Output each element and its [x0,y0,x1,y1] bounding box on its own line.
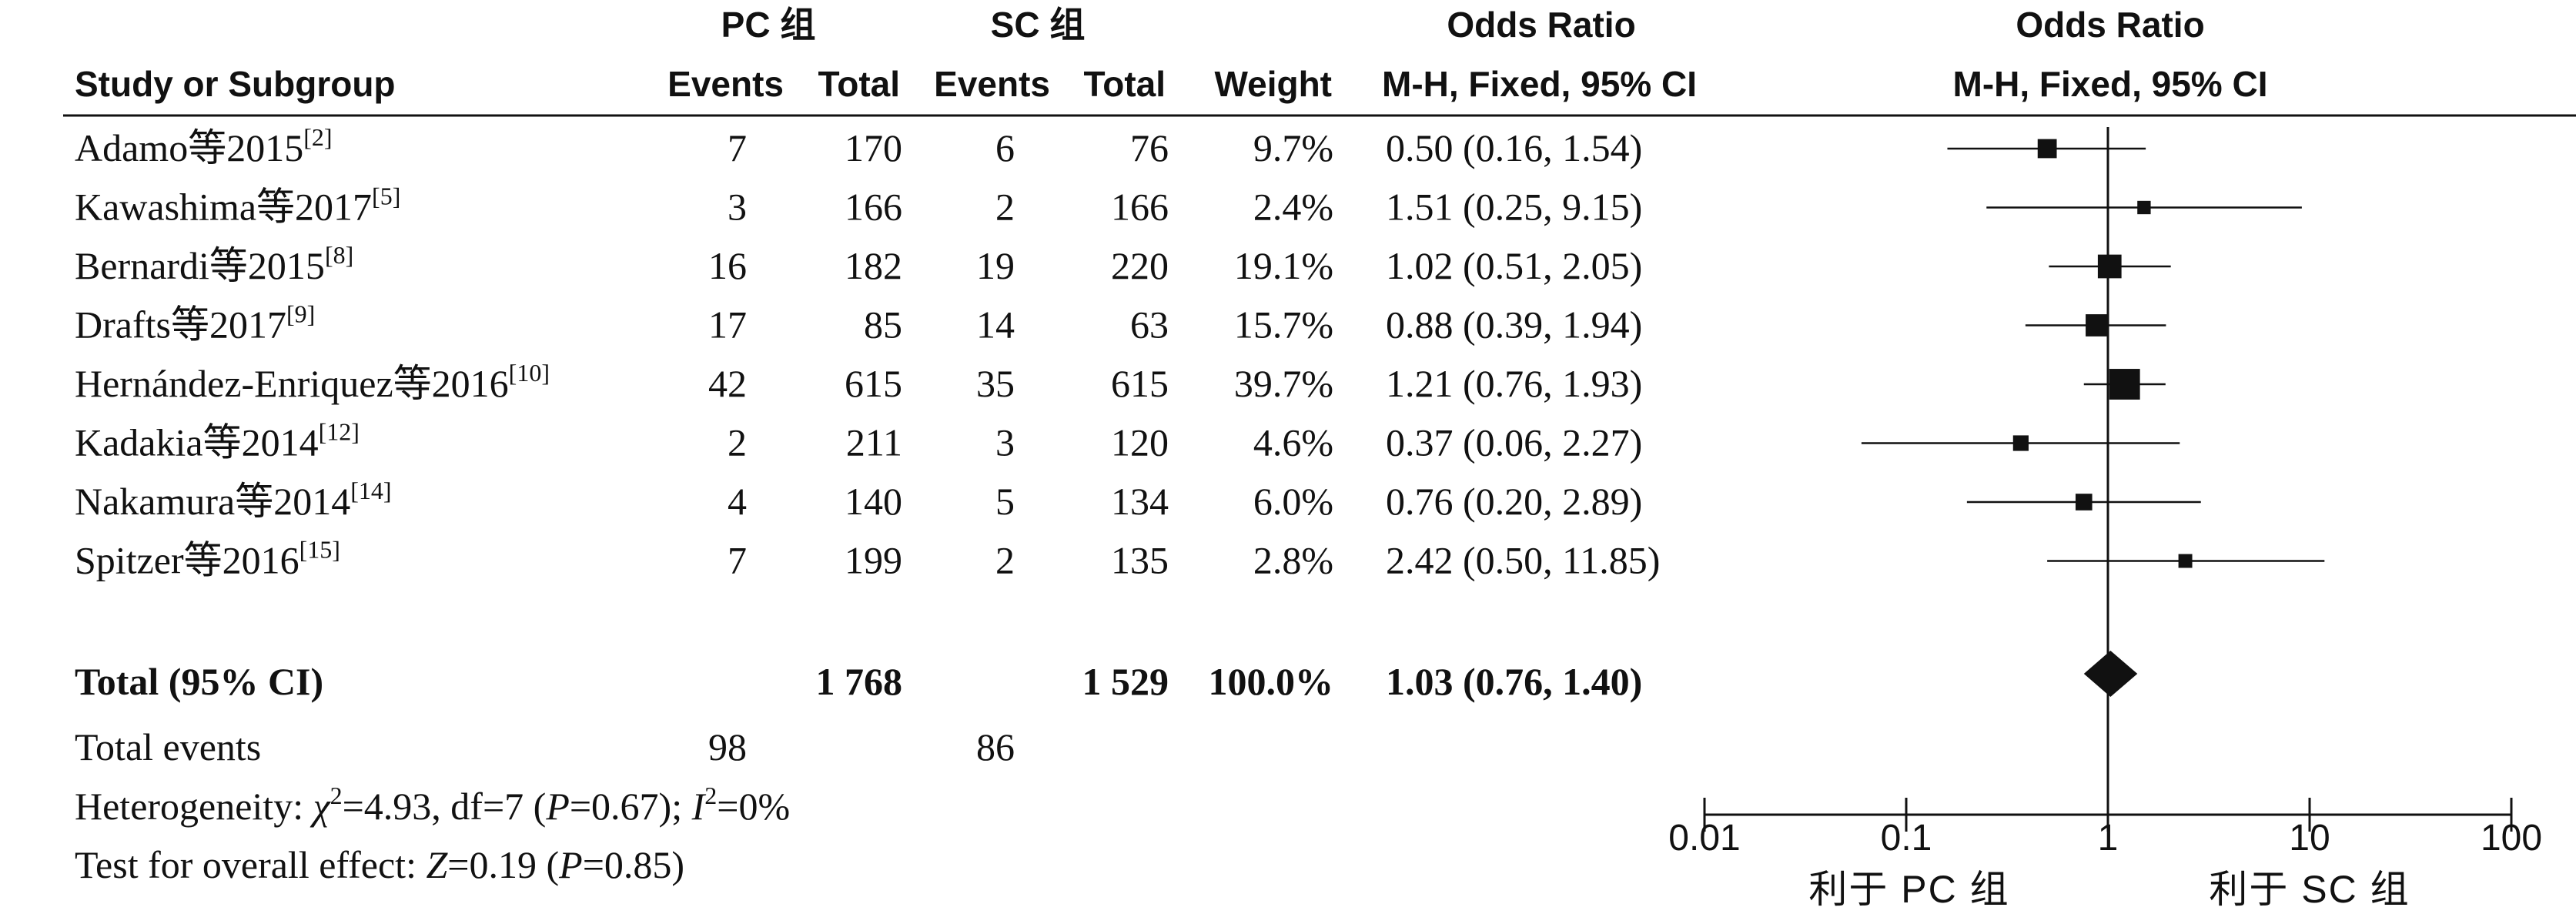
total1-header: Total [818,64,900,104]
total1-cell: 615 [845,362,902,405]
total-events-e2: 86 [976,725,1015,768]
plot-title-header: Odds Ratio [2016,5,2204,45]
total2-header: Total [1084,64,1166,104]
effect-square [2075,494,2093,511]
group1-header: PC 组 [721,5,816,45]
effect-square [2097,254,2122,279]
total1-cell: 182 [845,244,902,287]
x-tick-label: 1 [2098,818,2119,859]
events2-cell: 14 [976,303,1015,347]
or-method-header: M-H, Fixed, 95% CI [1382,64,1697,104]
events1-cell: 4 [728,480,747,523]
group2-header: SC 组 [991,5,1086,45]
events1-cell: 2 [728,421,747,464]
total-t1: 1 768 [816,660,903,703]
total2-cell: 63 [1130,303,1169,347]
weight-cell: 39.7% [1234,362,1333,405]
total1-cell: 170 [845,126,902,169]
weight-cell: 9.7% [1253,126,1333,169]
events1-cell: 3 [728,186,747,229]
total-ci-text: 1.03 (0.76, 1.40) [1386,660,1642,703]
events2-cell: 19 [976,244,1015,287]
or-title-header: Odds Ratio [1447,5,1635,45]
weight-cell: 2.8% [1253,539,1333,582]
x-tick-label: 0.01 [1668,818,1740,859]
total2-cell: 166 [1111,186,1169,229]
events2-cell: 3 [995,421,1015,464]
weight-cell: 19.1% [1234,244,1333,287]
effect-square [2109,369,2140,400]
total2-cell: 120 [1111,421,1169,464]
study-name: Hernández-Enriquez等2016[10] [75,359,550,405]
or-ci-cell: 0.37 (0.06, 2.27) [1386,421,1642,464]
or-ci-cell: 1.21 (0.76, 1.93) [1386,362,1642,405]
study-name: Kadakia等2014[12] [75,418,360,464]
total1-cell: 211 [846,421,902,464]
events2-cell: 6 [995,126,1015,169]
events2-cell: 2 [995,539,1015,582]
total-events-e1: 98 [708,725,747,768]
effect-square [2086,314,2108,336]
weight-cell: 4.6% [1253,421,1333,464]
effect-square [2012,435,2029,451]
forest-plot-area: 0.01 0.1 1 10 100 [1668,127,2542,859]
total1-cell: 199 [845,539,902,582]
study-name: Adamo等2015[2] [75,123,333,169]
events1-cell: 42 [708,362,747,405]
heterogeneity-text: Heterogeneity: χ2=4.93, df=7 (P=0.67); I… [75,782,790,828]
x-tick-label: 10 [2289,818,2330,859]
study-name: Bernardi等2015[8] [75,241,353,287]
total2-cell: 135 [1111,539,1169,582]
total1-cell: 85 [864,303,902,347]
effect-square [2178,554,2193,568]
pooled-diamond [2083,651,2138,697]
events2-cell: 2 [995,186,1015,229]
favours-left-label: 利于 PC 组 [1808,868,2009,911]
events1-cell: 16 [708,244,747,287]
total-label: Total (95% CI) [75,660,323,703]
weight-cell: 15.7% [1234,303,1333,347]
study-name: Spitzer等2016[15] [75,536,340,582]
total1-cell: 140 [845,480,902,523]
total1-cell: 166 [845,186,902,229]
x-tick-label: 0.1 [1881,818,1932,859]
events1-cell: 7 [728,539,747,582]
or-ci-cell: 0.88 (0.39, 1.94) [1386,303,1642,347]
or-ci-cell: 1.02 (0.51, 2.05) [1386,244,1642,287]
events1-cell: 17 [708,303,747,347]
study-header: Study or Subgroup [75,64,396,104]
plot-method-header: M-H, Fixed, 95% CI [1953,64,2268,104]
weight-header: Weight [1215,64,1332,104]
total2-cell: 76 [1130,126,1169,169]
events1-header: Events [667,64,784,104]
study-rows: Adamo等2015[2] 7 170 6 76 9.7% 0.50 (0.16, 1.54… [75,123,1660,582]
events1-cell: 7 [728,126,747,169]
study-name: Drafts等2017[9] [75,300,315,347]
or-ci-cell: 1.51 (0.25, 9.15) [1386,186,1642,229]
or-ci-cell: 0.76 (0.20, 2.89) [1386,480,1642,523]
study-name: Kawashima等2017[5] [75,182,400,229]
total-t2: 1 529 [1082,660,1169,703]
or-ci-cell: 0.50 (0.16, 1.54) [1386,126,1642,169]
x-tick-label: 100 [2481,818,2542,859]
total-weight: 100.0% [1209,660,1334,703]
total-events-label: Total events [75,725,261,768]
favours-right-label: 利于 SC 组 [2209,868,2410,911]
total2-cell: 615 [1111,362,1169,405]
weight-cell: 2.4% [1253,186,1333,229]
or-ci-cell: 2.42 (0.50, 11.85) [1386,539,1660,582]
effect-square [2037,139,2057,159]
events2-cell: 35 [976,362,1015,405]
total2-cell: 134 [1111,480,1169,523]
events2-header: Events [934,64,1050,104]
total2-cell: 220 [1111,244,1169,287]
study-name: Nakamura等2014[14] [75,477,392,523]
events2-cell: 5 [995,480,1015,523]
overall-effect-text: Test for overall effect: Z=0.19 (P=0.85) [75,843,684,886]
effect-square [2137,200,2151,215]
weight-cell: 6.0% [1253,480,1333,523]
